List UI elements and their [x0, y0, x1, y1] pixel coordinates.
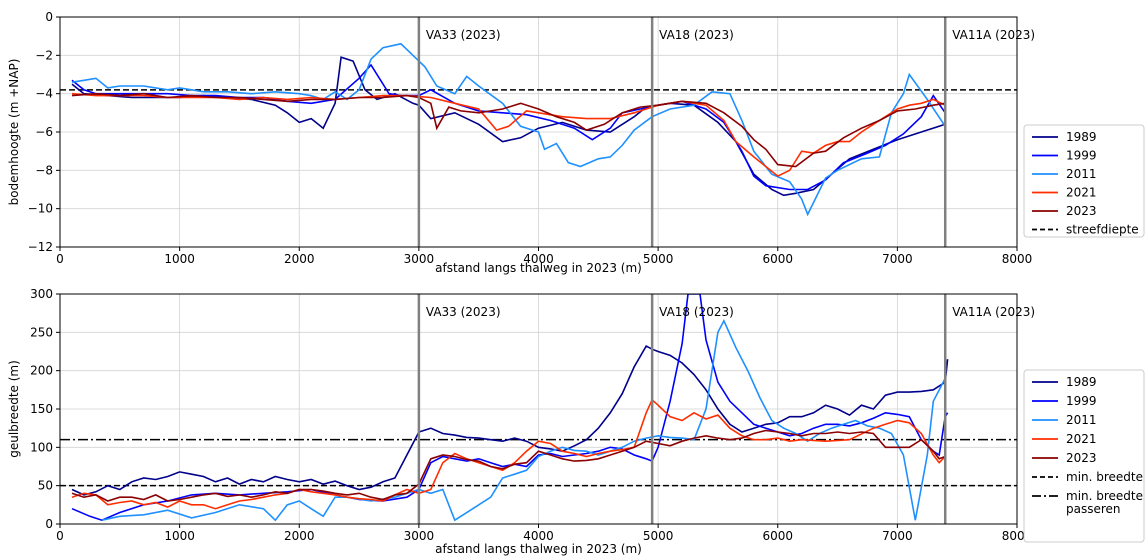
y-tick-label: 0: [45, 517, 53, 531]
legend-label: min. breedte: [1066, 470, 1143, 484]
y-tick-label: 200: [30, 364, 53, 378]
x-tick-label: 1000: [164, 529, 195, 543]
x-tick-label: 8000: [1002, 252, 1033, 266]
x-tick-label: 3000: [404, 252, 435, 266]
y-tick-label: 0: [45, 10, 53, 24]
x-tick-label: 2000: [284, 252, 315, 266]
x-tick-label: 6000: [762, 529, 793, 543]
legend-label: 1999: [1066, 394, 1097, 408]
vertical-marker-label: VA11A (2023): [952, 28, 1035, 42]
legend-box: [1023, 369, 1145, 543]
x-tick-label: 4000: [523, 252, 554, 266]
x-axis-label: afstand langs thalweg in 2023 (m): [435, 261, 642, 275]
series-line-1999: [71, 63, 946, 191]
series-line-1989: [71, 345, 949, 496]
legend-label: 2021: [1066, 186, 1097, 200]
y-tick-label: −2: [35, 48, 53, 62]
panel-bodemhoogte: VA33 (2023) VA18 (2023) VA11A (2023) 0 1000 2…: [7, 10, 1145, 275]
y-tick-label: −6: [35, 125, 53, 139]
legend-label: min. breedte: [1066, 489, 1143, 503]
vertical-marker-label: VA18 (2023): [659, 28, 734, 42]
series-line-2011: [101, 318, 946, 522]
legend-label: 2021: [1066, 432, 1097, 446]
x-tick-label: 0: [56, 529, 64, 543]
x-tick-label: 5000: [643, 252, 674, 266]
x-tick-label: 2000: [284, 529, 315, 543]
legend: 1989 1999 2011 2021 2023 streefdiepte: [1023, 124, 1145, 238]
legend-label: 2011: [1066, 413, 1097, 427]
x-tick-label: 1000: [164, 252, 195, 266]
y-tick-label: 100: [30, 440, 53, 454]
legend-label-cont: passeren: [1066, 502, 1121, 516]
panel-geulbreedte: VA33 (2023) VA18 (2023) VA11A (2023)0 1000 2…: [7, 287, 1145, 556]
legend-label: 1999: [1066, 149, 1097, 163]
series-line-2021: [71, 92, 946, 178]
y-axis-label: geulbreedte (m): [7, 360, 21, 458]
legend: 1989 1999 2011 2021 2023 min. breedte min. bre…: [1023, 369, 1145, 543]
vertical-marker-label: VA33 (2023): [426, 305, 501, 319]
vertical-marker-label: VA33 (2023): [426, 28, 501, 42]
legend-label: streefdiepte: [1066, 223, 1139, 237]
x-tick-label: 5000: [643, 529, 674, 543]
y-tick-label: 50: [38, 479, 53, 493]
y-tick-label: −4: [35, 87, 53, 101]
y-tick-label: −10: [28, 202, 53, 216]
legend-box: [1023, 124, 1145, 238]
series-line-2023: [71, 429, 946, 502]
y-axis-label: bodemhoogte (m +NAP): [7, 59, 21, 206]
y-tick-label: 150: [30, 402, 53, 416]
y-tick-label: −12: [28, 240, 53, 254]
y-tick-label: −8: [35, 163, 53, 177]
series-line-2011: [71, 42, 946, 217]
x-tick-label: 6000: [762, 252, 793, 266]
legend-label: 2023: [1066, 204, 1097, 218]
y-tick-label: 250: [30, 325, 53, 339]
legend-label: 1989: [1066, 130, 1097, 144]
x-tick-label: 7000: [882, 252, 913, 266]
legend-label: 2011: [1066, 167, 1097, 181]
vertical-marker-label: VA11A (2023): [952, 305, 1035, 319]
x-tick-label: 3000: [404, 529, 435, 543]
x-axis-label: afstand langs thalweg in 2023 (m): [435, 542, 642, 556]
series-line-2023: [71, 92, 946, 168]
x-tick-label: 0: [56, 252, 64, 266]
x-tick-label: 4000: [523, 529, 554, 543]
series-line-2021: [71, 398, 946, 510]
y-tick-label: 300: [30, 287, 53, 301]
vertical-marker-label: VA18 (2023): [659, 305, 734, 319]
x-tick-label: 7000: [882, 529, 913, 543]
legend-label: 2023: [1066, 451, 1097, 465]
legend-label: 1989: [1066, 375, 1097, 389]
